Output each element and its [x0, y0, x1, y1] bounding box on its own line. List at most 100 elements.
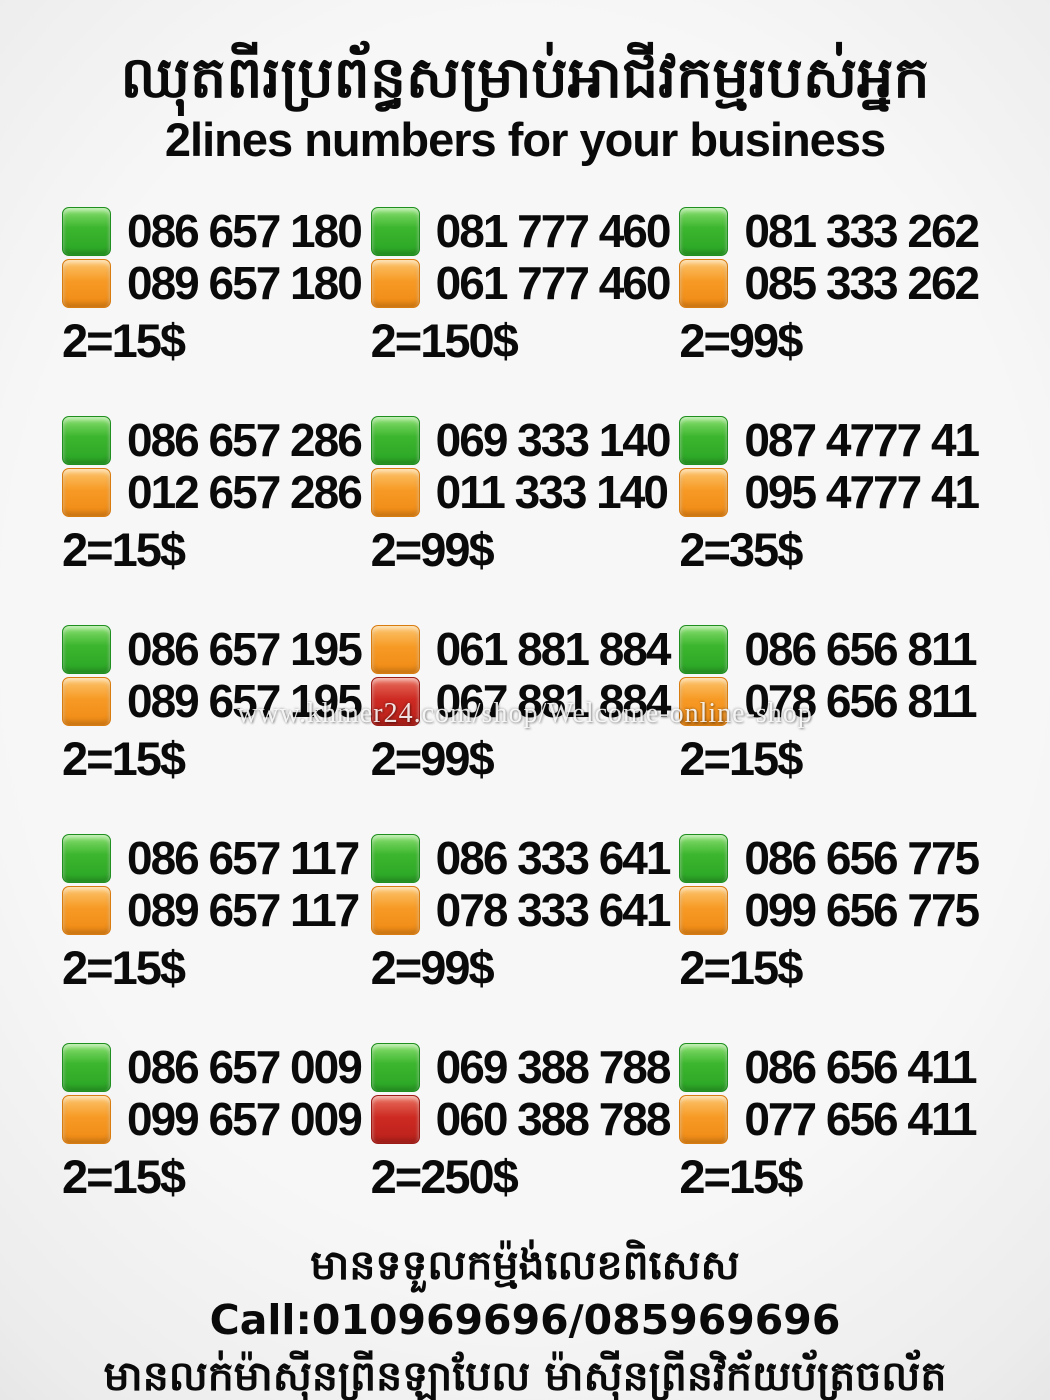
number-grid: 086 657 180 089 657 180 2=15$ 081 777 46…	[0, 205, 1050, 1200]
footer-contact-line: មានទទួលកម្ម៉ង់លេខពិសេស Call:010969696/08…	[209, 1241, 841, 1345]
phone-number-bottom: 061 777 460	[435, 257, 672, 310]
sim-color-swatch-icon	[679, 1042, 729, 1092]
price-label: 2=99$	[370, 523, 495, 577]
number-line-top: 086 657 180	[62, 205, 371, 257]
phone-number-bottom: 060 388 788	[435, 1093, 672, 1146]
number-line-top: 086 657 286	[62, 414, 371, 466]
phone-number-top: 081 777 460	[435, 205, 672, 258]
sim-color-swatch-icon	[679, 1094, 729, 1144]
number-pair-card: 086 657 009 099 657 009 2=15$	[62, 1041, 371, 1200]
number-line-bottom: 078 333 641	[370, 884, 680, 937]
number-line-bottom: 060 388 788	[370, 1093, 680, 1146]
phone-number-top: 086 657 180	[127, 205, 363, 258]
sim-color-swatch-icon	[679, 833, 729, 883]
sim-color-swatch-icon	[370, 415, 420, 465]
price-label: 2=15$	[679, 941, 803, 995]
number-pair-card: 086 657 286 012 657 286 2=15$	[62, 414, 371, 573]
phone-number-bottom: 099 656 775	[744, 884, 980, 937]
number-line-top: 086 656 811	[679, 623, 988, 675]
sim-color-swatch-icon	[370, 833, 420, 883]
sim-color-swatch-icon	[370, 1094, 420, 1144]
phone-number-bottom: 077 656 411	[744, 1093, 977, 1146]
number-line-bottom: 089 657 195	[62, 675, 371, 727]
price-label: 2=15$	[679, 732, 803, 786]
sim-color-swatch-icon	[370, 885, 420, 935]
sim-color-swatch-icon	[62, 467, 111, 517]
number-line-top: 061 881 884	[370, 623, 680, 675]
number-pair-card: 087 4777 41 095 4777 41 2=35$	[679, 414, 988, 573]
phone-number-top: 086 657 286	[127, 414, 363, 467]
number-line-bottom: 061 777 460	[370, 257, 680, 310]
sim-color-swatch-icon	[62, 206, 111, 256]
sim-color-swatch-icon	[62, 885, 111, 935]
sim-color-swatch-icon	[370, 206, 420, 256]
number-line-bottom: 099 657 009	[62, 1093, 371, 1145]
number-pair-card: 069 333 140 011 333 140 2=99$	[370, 414, 680, 577]
header: ឈុតពីរប្រព័ន្ធសម្រាប់អាជីវកម្មរបស់អ្នក 2…	[0, 0, 1050, 163]
sim-color-swatch-icon	[62, 1094, 111, 1144]
sim-color-swatch-icon	[679, 676, 729, 726]
phone-number-bottom: 078 656 811	[744, 675, 977, 728]
number-line-bottom: 077 656 411	[679, 1093, 988, 1145]
sim-color-swatch-icon	[679, 258, 729, 308]
price-label: 2=150$	[370, 314, 519, 368]
phone-number-top: 086 656 811	[744, 623, 977, 676]
price-label: 2=15$	[62, 1150, 186, 1204]
number-line-bottom: 089 657 117	[62, 884, 371, 936]
sim-color-swatch-icon	[62, 415, 111, 465]
number-line-top: 086 656 775	[679, 832, 988, 884]
number-line-bottom: 089 657 180	[62, 257, 371, 309]
phone-number-top: 087 4777 41	[744, 414, 980, 467]
phone-number-top: 069 333 140	[435, 414, 672, 467]
price-label: 2=99$	[370, 941, 495, 995]
sim-color-swatch-icon	[679, 415, 729, 465]
phone-number-bottom: 089 657 195	[127, 675, 363, 728]
sim-color-swatch-icon	[679, 206, 729, 256]
phone-number-bottom: 089 657 180	[127, 257, 363, 310]
number-line-top: 069 388 788	[370, 1041, 680, 1094]
number-pair-card: 086 656 411 077 656 411 2=15$	[679, 1041, 988, 1200]
number-line-top: 069 333 140	[370, 414, 680, 467]
phone-number-bottom: 078 333 641	[435, 884, 672, 937]
number-line-bottom: 095 4777 41	[679, 466, 988, 518]
price-label: 2=35$	[679, 523, 803, 577]
sim-color-swatch-icon	[370, 676, 420, 726]
price-label: 2=15$	[679, 1150, 803, 1204]
number-line-top: 086 657 009	[62, 1041, 371, 1093]
phone-number-top: 086 657 195	[127, 623, 363, 676]
sim-color-swatch-icon	[370, 624, 420, 674]
sim-color-swatch-icon	[370, 258, 420, 308]
phone-number-bottom: 012 657 286	[127, 466, 363, 519]
sim-color-swatch-icon	[679, 467, 729, 517]
sim-color-swatch-icon	[62, 676, 111, 726]
price-label: 2=15$	[62, 523, 186, 577]
phone-number-top: 086 656 775	[744, 832, 980, 885]
phone-number-top: 086 333 641	[435, 832, 672, 885]
phone-number-bottom: 067 881 884	[435, 675, 672, 728]
phone-number-top: 086 656 411	[744, 1041, 977, 1094]
number-pair-card: 086 656 775 099 656 775 2=15$	[679, 832, 988, 991]
number-pair-card: 086 657 180 089 657 180 2=15$	[62, 205, 371, 364]
number-pair-card: 069 388 788 060 388 788 2=250$	[370, 1041, 680, 1204]
phone-number-top: 069 388 788	[435, 1041, 672, 1094]
sim-color-swatch-icon	[370, 1042, 420, 1092]
phone-number-bottom: 011 333 140	[435, 466, 669, 519]
number-pair-card: 081 333 262 085 333 262 2=99$	[679, 205, 988, 364]
phone-number-bottom: 095 4777 41	[744, 466, 980, 519]
price-label: 2=15$	[62, 314, 186, 368]
price-label: 2=99$	[679, 314, 803, 368]
number-line-top: 086 657 195	[62, 623, 371, 675]
page-subtitle: 2lines numbers for your business	[164, 113, 886, 167]
number-line-bottom: 067 881 884	[370, 675, 680, 728]
number-pair-card: 086 656 811 078 656 811 2=15$	[679, 623, 988, 782]
number-line-top: 086 657 117	[62, 832, 371, 884]
price-label: 2=250$	[370, 1150, 519, 1204]
number-pair-card: 061 881 884 067 881 884 2=99$	[370, 623, 680, 782]
sim-color-swatch-icon	[679, 885, 729, 935]
sim-color-swatch-icon	[62, 1042, 111, 1092]
page-title-khmer: ឈុតពីរប្រព័ន្ធសម្រាប់អាជីវកម្មរបស់អ្នក	[120, 45, 930, 111]
number-pair-card: 086 333 641 078 333 641 2=99$	[370, 832, 680, 995]
number-pair-card: 081 777 460 061 777 460 2=150$	[370, 205, 680, 368]
number-line-top: 081 777 460	[370, 205, 680, 258]
